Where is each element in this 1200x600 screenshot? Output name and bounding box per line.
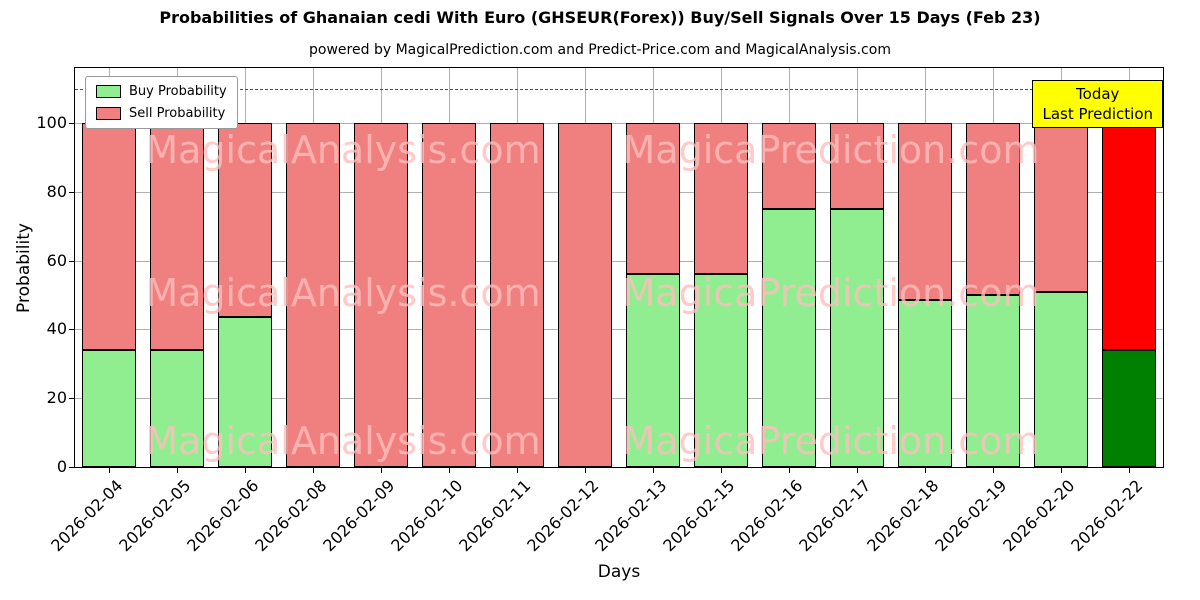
sell-bar-segment <box>694 123 748 275</box>
y-tick-mark <box>69 398 74 400</box>
x-tick-label: 2026-02-13 <box>591 476 671 556</box>
buy-bar-segment <box>150 350 204 467</box>
x-tick-label: 2026-02-19 <box>931 476 1011 556</box>
x-tick-label: 2026-02-08 <box>251 476 331 556</box>
horizontal-gridline <box>75 123 1163 125</box>
today-buy-bar-segment <box>1102 350 1156 467</box>
buy-bar-segment <box>82 350 136 467</box>
y-tick-mark <box>69 123 74 125</box>
y-tick-label: 100 <box>36 113 67 133</box>
x-tick-label: 2026-02-11 <box>455 476 535 556</box>
x-axis-label: Days <box>597 562 641 582</box>
x-tick-label: 2026-02-15 <box>659 476 739 556</box>
plot-area: Buy Probability Sell Probability Today L… <box>74 67 1164 468</box>
sell-bar-segment <box>626 123 680 275</box>
x-tick-mark <box>789 468 790 473</box>
horizontal-gridline <box>75 260 1163 262</box>
y-tick-label: 80 <box>46 181 67 201</box>
x-tick-mark <box>857 468 858 473</box>
sell-bar-segment <box>898 123 952 301</box>
sell-bar-segment <box>82 123 136 351</box>
x-tick-mark <box>653 468 654 473</box>
sell-bar-segment <box>354 123 408 467</box>
x-tick-label: 2026-02-18 <box>863 476 943 556</box>
horizontal-gridline <box>75 398 1163 400</box>
y-tick-mark <box>69 191 74 193</box>
sell-bar-segment <box>422 123 476 467</box>
x-tick-mark <box>925 468 926 473</box>
dashed-threshold-line <box>75 88 1163 90</box>
x-tick-mark <box>109 468 110 473</box>
y-tick-label: 0 <box>56 457 67 476</box>
y-tick-label: 20 <box>46 388 67 408</box>
x-tick-mark <box>381 468 382 473</box>
buy-bar-segment <box>1034 291 1088 467</box>
x-tick-label: 2026-02-20 <box>999 476 1079 556</box>
x-tick-mark <box>177 468 178 473</box>
legend-item-buy: Buy Probability <box>96 84 227 99</box>
x-tick-mark <box>245 468 246 473</box>
chart-title: Probabilities of Ghanaian cedi With Euro… <box>159 8 1041 27</box>
x-tick-label: 2026-02-09 <box>319 476 399 556</box>
watermark-analysis: MagicalAnalysis.com <box>145 128 541 172</box>
sell-bar-segment <box>150 123 204 351</box>
sell-bar-segment <box>966 123 1020 295</box>
x-tick-mark <box>585 468 586 473</box>
legend: Buy Probability Sell Probability <box>85 76 238 129</box>
sell-probability-swatch <box>96 107 121 120</box>
sell-bar-segment <box>558 123 612 467</box>
sell-bar-segment <box>830 123 884 210</box>
y-tick-mark <box>69 329 74 331</box>
x-tick-label: 2026-02-06 <box>183 476 263 556</box>
y-tick-mark <box>69 260 74 262</box>
x-tick-label: 2026-02-10 <box>387 476 467 556</box>
chart-subtitle: powered by MagicalPrediction.com and Pre… <box>309 42 891 58</box>
sell-bar-segment <box>286 123 340 467</box>
legend-buy-label: Buy Probability <box>129 84 227 99</box>
legend-sell-label: Sell Probability <box>129 106 226 121</box>
buy-bar-segment <box>830 209 884 467</box>
buy-bar-segment <box>626 274 680 467</box>
x-tick-mark <box>993 468 994 473</box>
x-tick-mark <box>1129 468 1130 473</box>
buy-bar-segment <box>966 295 1020 467</box>
watermark-analysis: MagicalAnalysis.com <box>145 419 541 463</box>
buy-bar-segment <box>694 274 748 467</box>
y-tick-label: 40 <box>46 319 67 339</box>
today-sell-bar-segment <box>1102 123 1156 351</box>
x-tick-mark <box>1061 468 1062 473</box>
buy-probability-swatch <box>96 85 121 98</box>
legend-item-sell: Sell Probability <box>96 106 227 121</box>
x-tick-label: 2026-02-05 <box>115 476 195 556</box>
today-annotation-line2: Last Prediction <box>1042 105 1153 123</box>
x-tick-mark <box>721 468 722 473</box>
y-tick-mark <box>69 467 74 468</box>
x-tick-mark <box>449 468 450 473</box>
x-tick-label: 2026-02-16 <box>727 476 807 556</box>
horizontal-gridline <box>75 191 1163 193</box>
x-tick-label: 2026-02-12 <box>523 476 603 556</box>
x-tick-label: 2026-02-17 <box>795 476 875 556</box>
buy-bar-segment <box>898 300 952 467</box>
x-tick-mark <box>313 468 314 473</box>
sell-bar-segment <box>1034 123 1088 292</box>
buy-bar-segment <box>218 317 272 467</box>
today-annotation: Today Last Prediction <box>1032 80 1163 128</box>
x-tick-mark <box>517 468 518 473</box>
y-tick-label: 60 <box>46 250 67 270</box>
x-tick-label: 2026-02-22 <box>1067 476 1147 556</box>
sell-bar-segment <box>762 123 816 210</box>
today-annotation-line1: Today <box>1076 85 1120 103</box>
x-tick-label: 2026-02-04 <box>47 476 127 556</box>
watermark-analysis: MagicalAnalysis.com <box>145 271 541 315</box>
sell-bar-segment <box>218 123 272 318</box>
horizontal-gridline <box>75 329 1163 331</box>
sell-bar-segment <box>490 123 544 467</box>
buy-bar-segment <box>762 209 816 467</box>
